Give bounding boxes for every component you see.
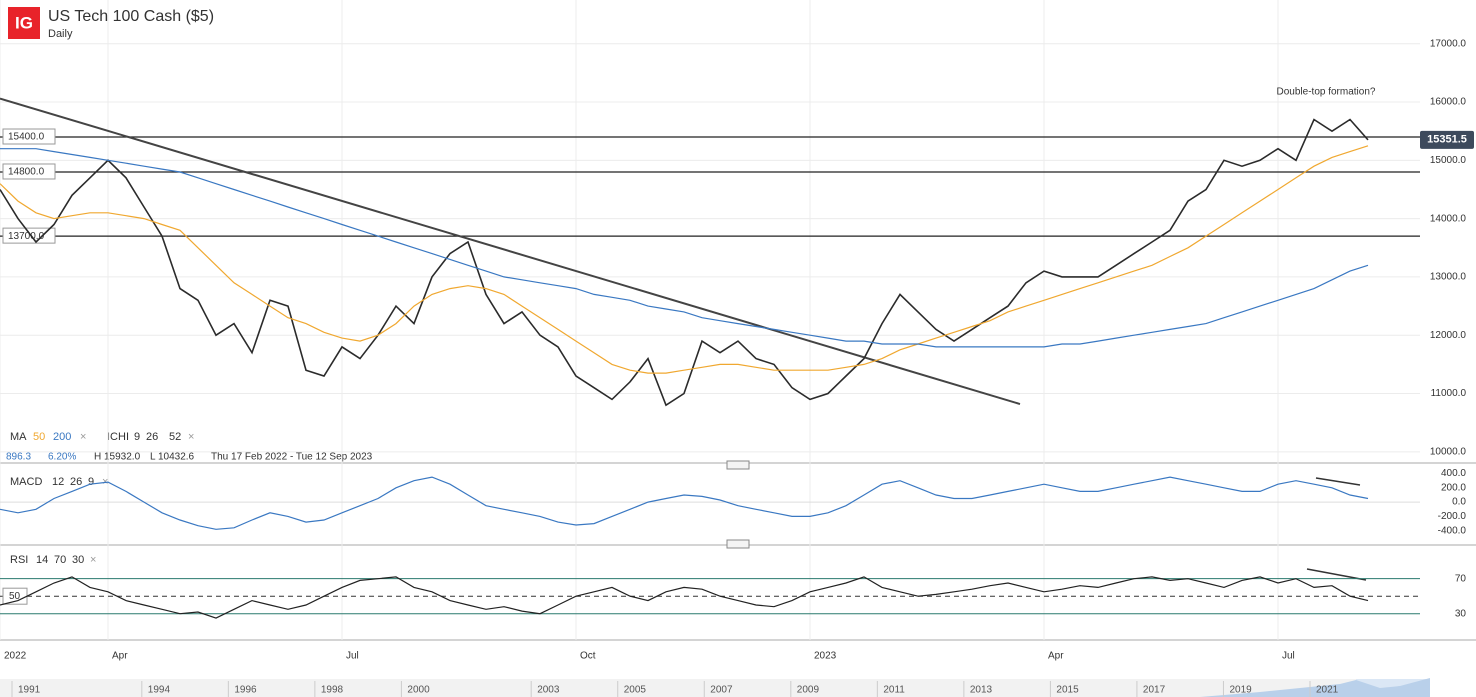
legend-ichi-param: 52: [169, 431, 181, 443]
macd-param: 9: [88, 476, 94, 488]
navigator-year: 2013: [970, 685, 993, 696]
y-tick-label: -200.0: [1438, 511, 1467, 522]
macd-label: MACD: [10, 476, 42, 488]
close-icon[interactable]: ×: [80, 431, 86, 443]
legend-ma: MA: [10, 431, 27, 443]
navigator-history: [1200, 678, 1430, 697]
level-label: 14800.0: [8, 167, 45, 178]
y-tick-label: 400.0: [1441, 468, 1466, 479]
close-icon[interactable]: ×: [188, 431, 194, 443]
series-line: [0, 476, 1369, 530]
legend-change-pct: 6.20%: [48, 452, 76, 463]
x-tick-label: Apr: [1048, 651, 1064, 662]
mid-label: 50: [9, 591, 21, 602]
close-icon[interactable]: ×: [90, 554, 96, 566]
last-price: 15351.5: [1427, 134, 1467, 146]
navigator-year: 1994: [148, 685, 171, 696]
y-tick-label: 200.0: [1441, 482, 1466, 493]
navigator-year: 2011: [883, 685, 905, 696]
rsi-param: 30: [72, 554, 84, 566]
navigator-year: 1991: [18, 685, 41, 696]
navigator-year: 2005: [624, 685, 647, 696]
divergence-line: [1315, 477, 1361, 486]
y-tick-label: 17000.0: [1430, 38, 1467, 49]
y-tick-label: 70: [1455, 573, 1467, 584]
y-tick-label: 0.0: [1452, 497, 1466, 508]
navigator-year: 2017: [1143, 685, 1166, 696]
legend-change: 896.3: [6, 452, 31, 463]
y-tick-label: 11000.0: [1431, 388, 1467, 399]
x-tick-label: Jul: [346, 651, 359, 662]
navigator-year: 2019: [1229, 685, 1252, 696]
level-label: 13700.0: [8, 231, 45, 242]
y-tick-label: 14000.0: [1430, 213, 1467, 224]
level-label-box: [2, 163, 56, 180]
navigator-year: 2009: [797, 685, 820, 696]
level-label-box: [2, 227, 56, 244]
navigator-year: 2003: [537, 685, 560, 696]
level-label: 15400.0: [8, 132, 45, 143]
navigator-year: 2007: [710, 685, 733, 696]
legend-ichi: ICHI: [107, 431, 129, 443]
x-tick-label: 2023: [814, 651, 837, 662]
series-line: [0, 145, 1369, 374]
navigator-year: 1996: [234, 685, 257, 696]
legend-ichi-param: 26: [146, 431, 158, 443]
navigator-year: 2021: [1316, 685, 1339, 696]
y-tick-label: 30: [1455, 608, 1467, 619]
navigator[interactable]: [0, 679, 1430, 697]
rsi-param: 70: [54, 554, 66, 566]
x-tick-label: 2022: [4, 651, 27, 662]
logo: IG: [15, 13, 33, 32]
legend-ma-fast: 50: [33, 431, 45, 443]
trend-line: [0, 97, 1021, 405]
y-tick-label: 10000.0: [1430, 446, 1467, 457]
title: US Tech 100 Cash ($5): [48, 8, 214, 25]
series-line: [0, 148, 1369, 348]
legend-range: Thu 17 Feb 2022 - Tue 12 Sep 2023: [211, 452, 373, 463]
y-tick-label: 16000.0: [1430, 97, 1467, 108]
resize-handle[interactable]: [726, 539, 750, 549]
level-label-box: [2, 128, 56, 145]
y-tick-label: -400.0: [1438, 525, 1467, 536]
macd-param: 26: [70, 476, 82, 488]
logo-box: [8, 7, 40, 39]
legend-ichi-param: 9: [134, 431, 140, 443]
navigator-year: 2000: [407, 685, 430, 696]
resize-handle[interactable]: [726, 460, 750, 470]
x-tick-label: Jul: [1282, 651, 1295, 662]
rsi-label: RSI: [10, 554, 28, 566]
legend-low: L 10432.6: [150, 452, 195, 463]
x-tick-label: Oct: [580, 651, 596, 662]
y-tick-label: 15000.0: [1430, 155, 1467, 166]
legend-high: H 15932.0: [94, 452, 141, 463]
interval: Daily: [48, 28, 73, 40]
navigator-year: 2015: [1056, 685, 1079, 696]
x-tick-label: Apr: [112, 651, 128, 662]
macd-param: 12: [52, 476, 64, 488]
series-line: [0, 576, 1369, 619]
y-tick-label: 13000.0: [1430, 272, 1467, 283]
last-price-box: [1420, 130, 1474, 149]
y-tick-label: 12000.0: [1430, 330, 1467, 341]
rsi-param: 14: [36, 554, 48, 566]
series-line: [0, 118, 1369, 407]
legend-ma-slow: 200: [53, 431, 71, 443]
annotation: Double-top formation?: [1277, 87, 1376, 98]
navigator-year: 1998: [321, 685, 344, 696]
